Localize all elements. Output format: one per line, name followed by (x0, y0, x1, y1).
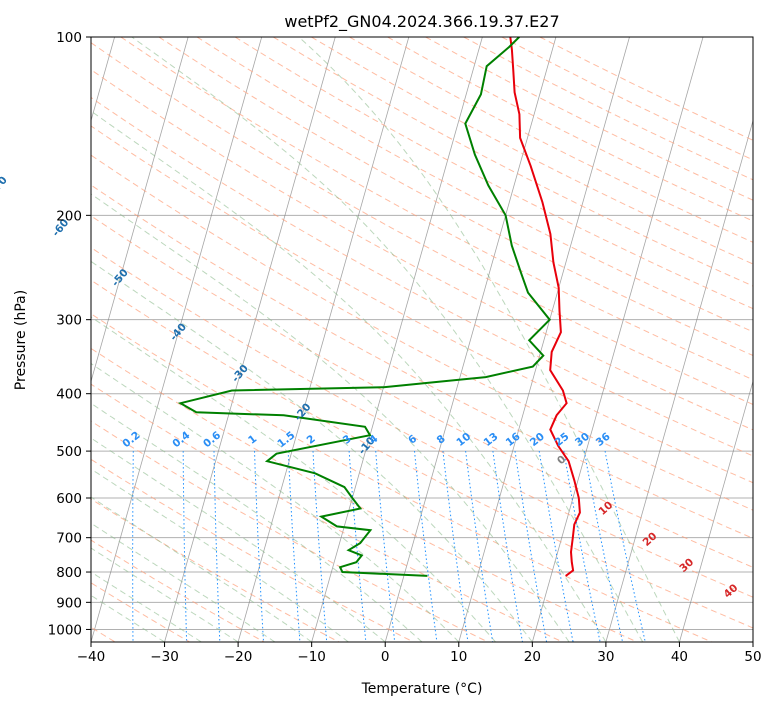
x-tick-label: −20 (224, 649, 253, 665)
y-tick-label: 800 (56, 565, 82, 581)
y-tick-label: 100 (56, 30, 82, 46)
y-tick-label: 700 (56, 531, 82, 547)
x-tick-label: 20 (524, 649, 541, 665)
x-tick-label: 30 (597, 649, 614, 665)
y-tick-label: 500 (56, 444, 82, 460)
y-tick-label: 300 (56, 313, 82, 329)
x-tick-label: 0 (381, 649, 390, 665)
y-tick-label: 400 (56, 387, 82, 403)
y-tick-label: 900 (56, 595, 82, 611)
x-tick-label: 10 (450, 649, 467, 665)
x-tick-label: −30 (150, 649, 179, 665)
y-axis-label: Pressure (hPa) (13, 290, 29, 390)
x-tick-label: −10 (297, 649, 326, 665)
y-tick-label: 200 (56, 208, 82, 224)
x-tick-label: 40 (671, 649, 688, 665)
x-tick-label: −40 (77, 649, 106, 665)
y-tick-label: 600 (56, 491, 82, 507)
x-tick-label: 50 (744, 649, 761, 665)
chart-title: wetPf2_GN04.2024.366.19.37.E27 (284, 12, 559, 32)
y-tick-label: 1000 (48, 622, 82, 638)
x-axis-label: Temperature (°C) (361, 681, 483, 697)
